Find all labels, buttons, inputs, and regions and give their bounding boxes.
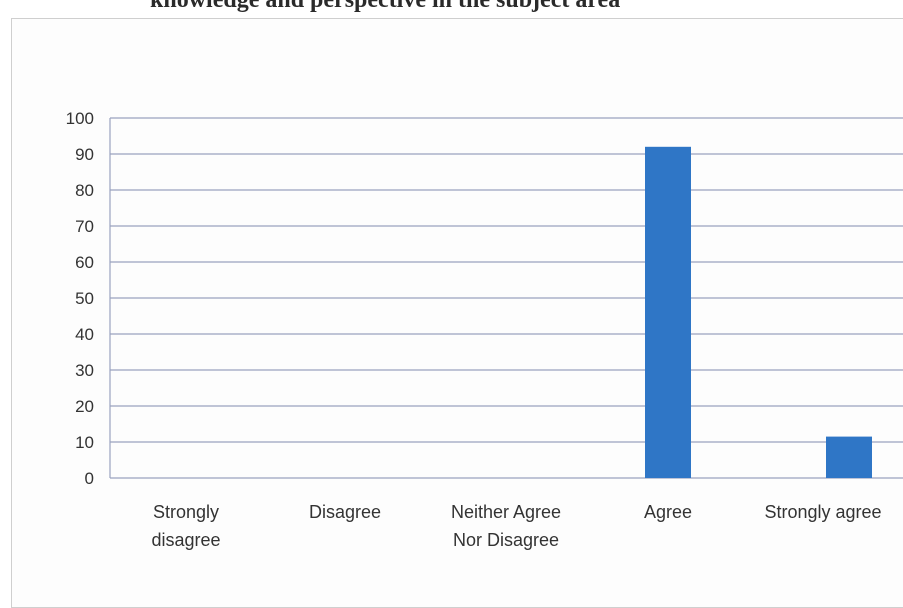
y-tick-label: 0 — [85, 469, 94, 488]
page-title: knowledge and perspective in the subject… — [150, 0, 621, 13]
y-tick-label: 20 — [75, 397, 94, 416]
y-tick-label: 80 — [75, 181, 94, 200]
y-tick-label: 60 — [75, 253, 94, 272]
x-tick-label: Strongly disagree — [151, 502, 220, 550]
bar — [826, 436, 872, 478]
x-tick-label: Disagree — [309, 502, 381, 522]
y-tick-label: 100 — [66, 109, 94, 128]
y-tick-label: 70 — [75, 217, 94, 236]
y-tick-label: 90 — [75, 145, 94, 164]
y-tick-label: 50 — [75, 289, 94, 308]
grid-lines — [109, 117, 903, 479]
y-tick-label: 10 — [75, 433, 94, 452]
y-tick-label: 30 — [75, 361, 94, 380]
x-tick-label: Neither Agree Nor Disagree — [451, 502, 561, 550]
y-tick-label: 40 — [75, 325, 94, 344]
x-tick-label: Agree — [644, 502, 692, 522]
x-axis-ticks: Strongly disagree Disagree Neither Agree Nor… — [151, 502, 881, 550]
x-tick-label: Strongly agree — [764, 502, 881, 522]
bars — [645, 146, 872, 479]
y-axis-ticks: 0 10 20 30 40 50 60 70 80 90 100 — [66, 109, 94, 488]
bar — [645, 146, 691, 479]
